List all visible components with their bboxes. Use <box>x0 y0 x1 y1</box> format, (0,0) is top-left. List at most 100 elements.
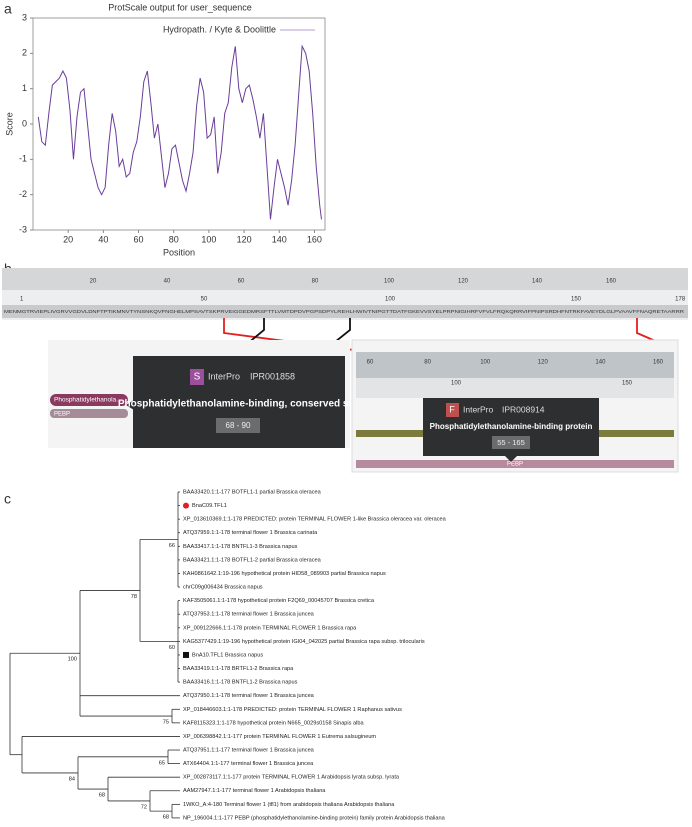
ruler-label: 140 <box>595 360 606 366</box>
highlight-marker <box>183 651 189 658</box>
badge <box>446 403 459 417</box>
x-tick-label: 80 <box>169 234 179 244</box>
bootstrap-label: 78 <box>131 594 137 600</box>
x-tick-label: 20 <box>63 234 73 244</box>
badge-letter: S <box>194 372 201 383</box>
leaf-label: XP_002873117.1:1-177 protein TERMINAL FL… <box>183 775 400 781</box>
leaf-label: KAF3505061.1:1-178 hypothetical protein … <box>183 598 375 604</box>
track-label: Phosphatidylethanola... <box>54 397 122 404</box>
popup-pointer <box>126 400 134 410</box>
y-axis-label: Score <box>4 112 14 136</box>
x-tick-label: 140 <box>272 234 287 244</box>
sequence-track <box>2 305 688 318</box>
leaf-label: NP_196004.1:1-177 PEBP (phosphatidyletha… <box>183 815 446 821</box>
popup-pointer <box>505 456 517 462</box>
leaf-label: BnaC09.TFL1 <box>192 503 227 509</box>
popup-range: 68 - 90 <box>226 421 251 430</box>
x-tick-label: 160 <box>307 234 322 244</box>
bootstrap-label: 66 <box>169 543 175 549</box>
ruler-label: 100 <box>480 360 491 366</box>
ruler-label: 80 <box>424 360 431 366</box>
range-box <box>492 436 530 449</box>
ruler-label: 40 <box>164 279 171 285</box>
y-tick-label: 1 <box>22 83 27 93</box>
bootstrap-label: 65 <box>159 760 165 766</box>
bootstrap-label: 84 <box>69 776 75 782</box>
leaf-label: BAA33416.1:1-178 BNTFL1-2 Brassica napus <box>183 680 298 686</box>
panel-label: c <box>4 491 11 507</box>
y-tick-label: -2 <box>19 189 27 199</box>
y-tick-label: 2 <box>22 48 27 58</box>
leaf-label: 1WKO_A:4-180 Terminal flower 1 (tfl1) fr… <box>183 802 395 808</box>
badge <box>190 369 204 385</box>
ruler-label: 20 <box>90 279 97 285</box>
panel-label: a <box>4 1 12 17</box>
popup-source: InterPro <box>463 404 494 414</box>
ruler-band <box>2 268 688 290</box>
bootstrap-label: 75 <box>163 720 169 726</box>
ruler-label: 160 <box>606 279 617 285</box>
x-tick-label: 60 <box>134 234 144 244</box>
x-tick-label: 120 <box>237 234 252 244</box>
track-label: PEBP <box>507 462 523 468</box>
legend-label: Hydropath. / Kyte & Doolittle <box>163 24 276 34</box>
leaf-label: BAA33419.1:1-178 BRTFL1-2 Brassica rapa <box>183 666 294 672</box>
y-tick-label: 0 <box>22 118 27 128</box>
leaf-label: KAH0861642.1:19-196 hypothetical protein… <box>183 571 386 577</box>
leaf-label: XP_006398842.1:1-177 protein TERMINAL FL… <box>183 734 376 740</box>
popup-id: IPR001858 <box>250 371 295 381</box>
inner-ruler <box>356 352 674 378</box>
popup-source: InterPro <box>208 371 240 381</box>
ruler-label: 160 <box>653 360 664 366</box>
ruler-label: 178 <box>675 297 686 303</box>
x-tick-label: 40 <box>98 234 108 244</box>
highlight-marker <box>183 502 189 509</box>
ruler-label: 60 <box>238 279 245 285</box>
bootstrap-label: 68 <box>163 815 169 821</box>
leaf-label: BAA33420.1:1-177 BOTFL1-1 partial Brassi… <box>183 489 322 495</box>
ruler-label: 1 <box>20 297 24 303</box>
y-tick-label: -3 <box>19 224 27 234</box>
bootstrap-label: 100 <box>68 657 77 663</box>
data-line <box>37 44 322 220</box>
popup-title: Phosphatidylethanolamine-binding protein <box>430 422 593 431</box>
popup-title: Phosphatidylethanolamine-binding, conser… <box>118 399 361 410</box>
ruler-label: 100 <box>451 381 462 387</box>
leaf-label: BnA10.TFL1 Brassica napus <box>192 652 263 658</box>
ruler-label: 100 <box>384 279 395 285</box>
leaf-label: BAA33421.1:1-178 BOTFL1-2 partial Brassi… <box>183 557 322 563</box>
ruler-label: 120 <box>458 279 469 285</box>
ruler-label: 150 <box>622 381 633 387</box>
leaf-label: XP_013610369.1:1-178 PREDICTED: protein … <box>183 517 447 523</box>
ruler-label: 80 <box>312 279 319 285</box>
ruler-label: 50 <box>201 297 208 303</box>
ruler-label: 120 <box>538 360 549 366</box>
leaf-label: ATQ37951.1:1-177 terminal flower 1 Brass… <box>183 748 315 754</box>
leaf-label: ATX64404.1:1-177 terminal flower 1 Brass… <box>183 761 314 767</box>
sequence: MENMGTRVIEPLIVGRVVGDVLDNFTPTIKMNVTYNSNKQ… <box>4 309 684 314</box>
x-tick-label: 100 <box>201 234 216 244</box>
y-tick-label: 3 <box>22 12 27 22</box>
bootstrap-label: 60 <box>169 645 175 651</box>
ruler-label: 150 <box>571 297 582 303</box>
x-axis-label: Position <box>163 247 195 257</box>
leaf-label: chrC09g006434 Brassica napus <box>183 585 263 591</box>
family-bar <box>356 460 674 468</box>
ruler-label: 100 <box>385 297 396 303</box>
ruler-label: 140 <box>532 279 543 285</box>
track-pill <box>50 409 128 418</box>
popup-range: 55 - 165 <box>497 438 525 447</box>
bootstrap-label: 68 <box>99 793 105 799</box>
leaf-label: XP_018446603.1:1-178 PREDICTED: protein … <box>183 707 402 713</box>
leaf-label: KAF8115323.1:1-178 hypothetical protein … <box>183 720 364 726</box>
badge-letter: F <box>449 404 455 414</box>
y-tick-label: -1 <box>19 154 27 164</box>
leaf-label: KAG5377429.1:19-196 hypothetical protein… <box>183 639 425 645</box>
track-label: PEBP <box>54 412 70 418</box>
ruler-label: 60 <box>367 360 374 366</box>
leaf-label: ATQ37950.1:1-178 terminal flower 1 Brass… <box>183 693 315 699</box>
range-box <box>216 418 260 433</box>
leaf-label: AAM27947.1:1-177 terminal flower 1 Arabi… <box>183 788 326 794</box>
